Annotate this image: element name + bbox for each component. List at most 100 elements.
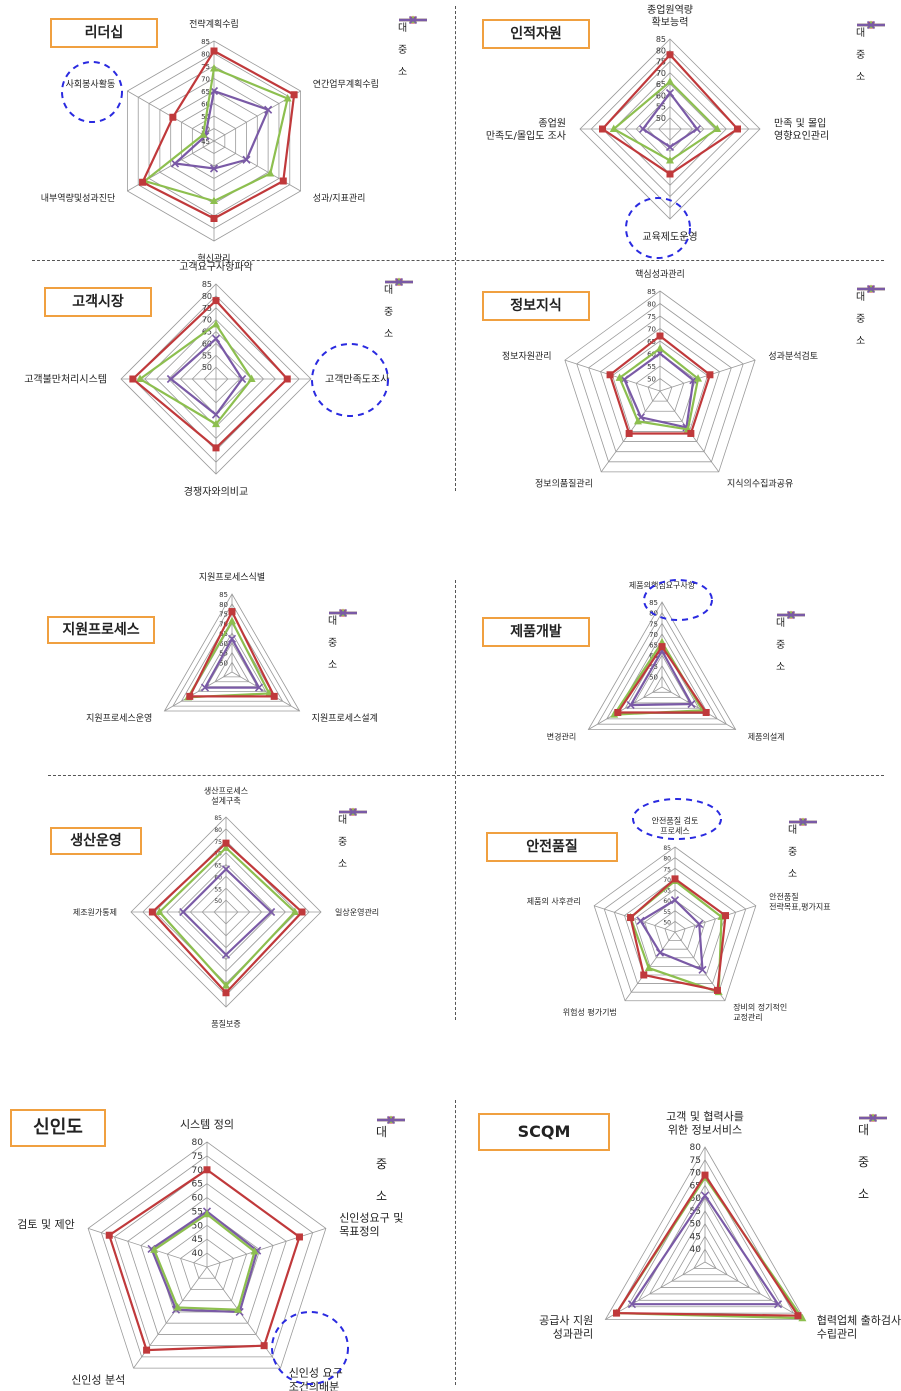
tick-label: 70 <box>690 1169 702 1179</box>
separator-row-3 <box>48 775 884 776</box>
series-line-0 <box>188 609 276 698</box>
data-point <box>210 47 218 55</box>
category-label: 제품의핵심요구사항 <box>629 580 696 590</box>
legend-label: 소 <box>376 1188 388 1203</box>
tick-label: 80 <box>192 1138 204 1148</box>
data-point <box>687 429 695 437</box>
category-label: 고객 및 협력사를 위한 정보서비스 <box>666 1110 744 1137</box>
grid-ring <box>603 857 747 993</box>
category-label: 고객만족도조사 <box>325 374 389 386</box>
series-line-2 <box>629 1193 781 1306</box>
data-point <box>242 155 251 164</box>
data-point <box>606 371 614 379</box>
grid-ring <box>576 303 744 463</box>
separator-col-2 <box>455 580 456 1020</box>
chart-panel-info-knowledge: 50 55 60 65 70 75 80 85 핵심성과관리 성과분석검토 지식의수집과공유 정보의품… <box>458 262 901 494</box>
legend-label: 대 <box>376 1124 388 1139</box>
data-point <box>150 1245 159 1253</box>
grid-ring <box>634 889 716 967</box>
legend-entry: 중 <box>338 807 367 851</box>
data-point <box>612 1309 620 1317</box>
chart-title: 지원프로세스 <box>47 616 155 644</box>
tick-label: 60 <box>219 640 228 648</box>
grid-ring <box>606 622 718 720</box>
category-label: 안전품질 검토 프로세스 <box>652 815 699 835</box>
axis-spoke <box>661 686 736 730</box>
tick-label: 50 <box>656 114 666 123</box>
series-line-2 <box>622 352 695 429</box>
data-point <box>694 374 703 382</box>
tick-label: 70 <box>663 877 671 884</box>
data-point <box>264 105 273 114</box>
category-label: 고객요구사항파악 <box>179 261 253 273</box>
grid-ring <box>600 328 720 442</box>
radar-chart: 455055606570758085전략계획수립연간업무계획수립성과/지표관리혁… <box>41 18 379 264</box>
tick-label: 55 <box>192 1207 203 1217</box>
chart-panel-product-development: 50 55 60 65 70 75 80 85 제품의핵심요구사항 제품의설계 변경관리 제품개발 대 중… <box>458 570 901 775</box>
data-point <box>270 692 278 700</box>
highlight-circle <box>271 1311 349 1385</box>
category-label: 지원프로세스식별 <box>199 572 265 583</box>
legend-label: 소 <box>338 858 348 870</box>
category-label: 안전품질 전략목표,평가지표 <box>769 891 830 911</box>
data-point <box>227 634 237 643</box>
category-label: 핵심성과관리 <box>635 268 685 280</box>
data-point <box>713 124 722 132</box>
data-point <box>221 950 231 959</box>
tick-label: 50 <box>192 1221 204 1231</box>
category-label: 시스템 정의 <box>180 1118 234 1131</box>
tick-label: 65 <box>663 888 671 895</box>
tick-label: 85 <box>214 815 222 822</box>
chart-panel-customer-market: 50 55 60 65 70 75 80 85 고객요구사항파악 고객만족도조사 경쟁자와의비교 고객… <box>0 261 452 498</box>
data-point <box>209 164 219 173</box>
tick-label: 60 <box>192 1194 204 1204</box>
legend-entry: 소 <box>398 15 427 81</box>
grid-ring <box>671 1222 739 1282</box>
category-label: 검토 및 제안 <box>17 1218 75 1231</box>
legend-marker <box>868 1113 878 1123</box>
axis-spoke <box>605 1261 706 1320</box>
category-label: 정보의품질관리 <box>535 477 593 489</box>
axis-spoke <box>206 1266 281 1369</box>
data-point <box>713 986 721 994</box>
legend-marker <box>866 284 876 294</box>
category-label: 제품의설계 <box>748 731 785 741</box>
category-label: 성과분석검토 <box>768 350 818 362</box>
series-line-1 <box>152 1212 256 1311</box>
tick-label: 85 <box>201 38 210 46</box>
data-point <box>626 700 635 710</box>
data-point <box>773 1300 783 1309</box>
data-point <box>290 907 299 915</box>
legend-label: 중 <box>338 836 348 848</box>
grid-ring <box>615 1158 795 1314</box>
data-point <box>210 215 218 222</box>
legend-marker <box>394 277 404 287</box>
legend-entry: 중 <box>776 610 805 654</box>
category-label: 신인성요구 및 목표정의 <box>339 1211 403 1238</box>
data-point <box>298 908 306 916</box>
tick-label: 80 <box>690 1143 702 1153</box>
data-point <box>203 1209 211 1218</box>
chart-panel-safety-quality: 50 55 60 65 70 75 80 85 안전품질 검토 프로세스 안전품질 전략목표,평가지표… <box>458 777 901 1027</box>
tick-label: 70 <box>647 326 656 334</box>
data-point <box>234 1305 243 1313</box>
chart-title: 생산운영 <box>50 827 142 855</box>
series-line-0 <box>615 644 709 714</box>
legend-label: 소 <box>384 328 394 340</box>
grid-ring <box>647 378 673 402</box>
category-label: 종업원 만족도/몰입도 조사 <box>486 117 566 143</box>
tick-label: 75 <box>219 611 228 619</box>
grid-ring <box>611 340 709 432</box>
data-point <box>666 156 674 164</box>
grid-ring <box>635 365 685 412</box>
grid-ring <box>197 632 267 692</box>
tick-label: 75 <box>656 58 666 67</box>
category-label: 만족 및 몰입 영향요인관리 <box>774 117 829 143</box>
data-point <box>212 319 220 328</box>
grid-ring <box>660 1210 750 1288</box>
category-label: 일상운영관리 <box>335 907 379 917</box>
legend-marker <box>798 817 808 827</box>
data-point <box>640 971 648 979</box>
axis-spoke <box>594 905 676 933</box>
